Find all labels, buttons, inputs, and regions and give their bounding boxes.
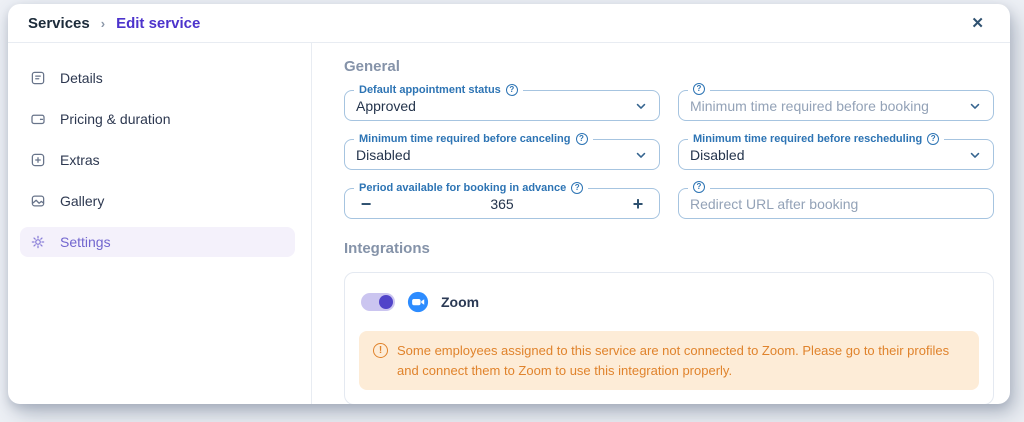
sidebar-item-label: Settings: [60, 234, 111, 250]
sidebar-item-label: Pricing & duration: [60, 111, 171, 127]
min-time-before-booking-select[interactable]: ?: [678, 83, 994, 121]
selected-value: Disabled: [690, 146, 745, 163]
help-icon[interactable]: ?: [505, 84, 518, 96]
field-label: Minimum time required before reschedulin…: [693, 133, 923, 145]
min-time-before-booking-input[interactable]: [690, 97, 960, 114]
sidebar-item-pricing-duration[interactable]: Pricing & duration: [20, 104, 295, 134]
selected-value: Disabled: [356, 146, 411, 163]
redirect-url-input[interactable]: [690, 195, 982, 212]
help-icon[interactable]: ?: [693, 83, 705, 95]
document-icon: [29, 69, 47, 87]
decrement-button[interactable]: −: [360, 193, 372, 214]
toggle-knob: [379, 295, 393, 309]
selected-value: Approved: [356, 97, 416, 114]
price-tag-icon: [29, 110, 47, 128]
increment-button[interactable]: +: [632, 193, 644, 214]
gear-icon: [29, 233, 47, 251]
zoom-toggle[interactable]: [361, 293, 395, 311]
sidebar-item-label: Extras: [60, 152, 100, 168]
help-icon[interactable]: ?: [693, 181, 705, 193]
plus-square-icon: [29, 151, 47, 169]
field-label: Default appointment status: [359, 84, 501, 96]
zoom-label: Zoom: [441, 294, 480, 310]
chevron-down-icon: [634, 148, 648, 162]
warning-icon: !: [373, 343, 388, 358]
sidebar-item-label: Details: [60, 70, 103, 86]
image-icon: [29, 192, 47, 210]
sidebar: Details Pricing & duration Extras Galler…: [8, 43, 312, 404]
zoom-logo-icon: [407, 291, 429, 313]
chevron-down-icon: [634, 99, 648, 113]
warning-text: Some employees assigned to this service …: [397, 343, 950, 378]
zoom-integration-card: Zoom ! Some employees assigned to this s…: [344, 272, 994, 404]
redirect-url-field[interactable]: ?: [678, 181, 994, 219]
period-booking-advance-stepper: Period available for booking in advance …: [344, 181, 660, 219]
breadcrumb-chevron-icon: ›: [100, 15, 106, 31]
default-appointment-status-select[interactable]: Default appointment status ? Approved: [344, 83, 660, 121]
field-label: Period available for booking in advance: [359, 182, 567, 194]
general-fields-grid: Default appointment status ? Approved ?: [344, 83, 994, 219]
general-section-title: General: [344, 58, 400, 75]
close-icon[interactable]: ✕: [971, 14, 984, 32]
min-time-before-rescheduling-select[interactable]: Minimum time required before reschedulin…: [678, 132, 994, 170]
help-icon[interactable]: ?: [571, 182, 584, 194]
zoom-toggle-row: Zoom: [359, 286, 979, 318]
sidebar-item-extras[interactable]: Extras: [20, 145, 295, 175]
integrations-section-title: Integrations: [344, 240, 430, 257]
edit-service-dialog: Services › Edit service ✕ Details Pricin…: [8, 4, 1010, 404]
sidebar-item-label: Gallery: [60, 193, 105, 209]
settings-panel: General Default appointment status ? App…: [312, 43, 1010, 404]
chevron-down-icon: [968, 148, 982, 162]
breadcrumb-services[interactable]: Services: [28, 14, 90, 32]
breadcrumb-edit-service: Edit service: [116, 14, 201, 32]
field-label: Minimum time required before canceling: [359, 133, 571, 145]
sidebar-item-details[interactable]: Details: [20, 63, 295, 93]
min-time-before-canceling-select[interactable]: Minimum time required before canceling ?…: [344, 132, 660, 170]
sidebar-item-settings[interactable]: Settings: [20, 227, 295, 257]
dialog-body: Details Pricing & duration Extras Galler…: [8, 43, 1010, 404]
sidebar-item-gallery[interactable]: Gallery: [20, 186, 295, 216]
zoom-warning-alert: ! Some employees assigned to this servic…: [359, 331, 979, 390]
dialog-header: Services › Edit service ✕: [8, 4, 1010, 43]
period-value[interactable]: 365: [490, 195, 514, 212]
help-icon[interactable]: ?: [575, 133, 588, 145]
help-icon[interactable]: ?: [927, 133, 940, 145]
chevron-down-icon: [968, 99, 982, 113]
